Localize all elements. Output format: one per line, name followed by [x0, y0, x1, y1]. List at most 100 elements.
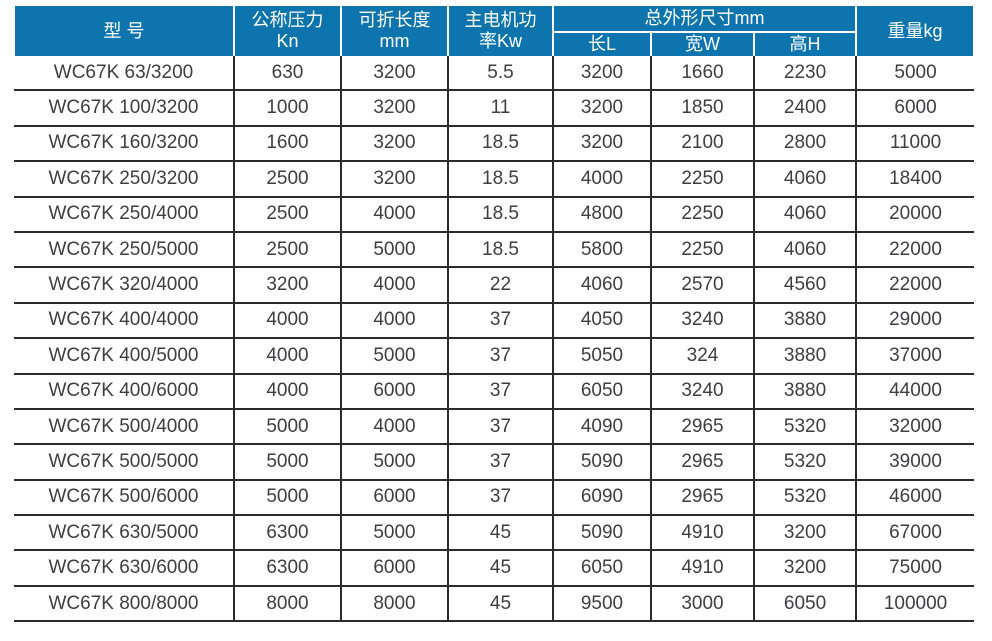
value-cell: 6050: [552, 373, 651, 410]
col-header-dim-width: 宽W: [650, 32, 755, 56]
value-cell: 6000: [855, 90, 975, 127]
value-cell: 5320: [752, 479, 857, 517]
value-cell: 6000: [340, 479, 448, 517]
value-cell: 6300: [233, 515, 341, 552]
value-cell: 37: [447, 338, 553, 375]
value-cell: 2500: [233, 196, 341, 233]
value-cell: 4000: [340, 408, 448, 446]
value-cell: 18400: [855, 161, 975, 198]
value-cell: 5000: [233, 408, 341, 446]
value-cell: 5050: [552, 338, 651, 375]
spec-table: 型 号 公称压力 Kn 可折长度 mm 主电机功 率Kw 总外形尺寸mm 重量k…: [13, 6, 976, 623]
value-cell: 44000: [855, 373, 975, 410]
table-row: WC67K 63/3200 630 3200 5.5 3200 1660 2230 5000: [14, 56, 975, 92]
model-cell: WC67K 250/4000: [14, 196, 234, 233]
value-cell: 2230: [752, 56, 857, 92]
col-header-weight: 重量kg: [855, 6, 976, 56]
value-cell: 5000: [233, 444, 341, 481]
value-cell: 2250: [650, 196, 754, 233]
col-header-dim-length: 长L: [552, 32, 652, 56]
header-row-2: 长L 宽W 高H: [14, 32, 974, 56]
value-cell: 3880: [752, 373, 857, 410]
model-cell: WC67K 400/5000: [14, 338, 234, 375]
value-cell: 3200: [340, 90, 448, 127]
table-row: WC67K 400/5000 4000 5000 37 5050 324 3880 37000: [14, 338, 975, 375]
value-cell: 3200: [552, 90, 651, 127]
value-cell: 29000: [855, 302, 975, 340]
value-cell: 18.5: [447, 196, 553, 233]
spec-sheet: 型 号 公称压力 Kn 可折长度 mm 主电机功 率Kw 总外形尺寸mm 重量k…: [13, 6, 976, 623]
value-cell: 4000: [340, 302, 448, 340]
value-cell: 2800: [752, 125, 857, 163]
value-cell: 4910: [650, 515, 754, 552]
col-header-motor-power-line2: 率Kw: [478, 31, 522, 51]
model-cell: WC67K 630/6000: [14, 550, 234, 587]
col-header-pressure-line2: Kn: [276, 31, 299, 51]
value-cell: 5800: [552, 231, 651, 269]
value-cell: 11000: [855, 125, 975, 163]
col-header-model-label: 型 号: [103, 20, 145, 41]
value-cell: 75000: [855, 550, 975, 587]
value-cell: 3200: [752, 515, 857, 552]
value-cell: 324: [650, 338, 754, 375]
value-cell: 5320: [752, 408, 857, 446]
value-cell: 22: [447, 267, 553, 304]
value-cell: 5.5: [447, 56, 553, 92]
value-cell: 4000: [233, 338, 341, 375]
table-row: WC67K 320/4000 3200 4000 22 4060 2570 4560 2200…: [14, 267, 975, 304]
value-cell: 45: [447, 550, 553, 587]
value-cell: 37: [447, 444, 553, 481]
value-cell: 1660: [650, 56, 754, 92]
model-cell: WC67K 500/5000: [14, 444, 234, 481]
col-header-dim-height: 高H: [752, 32, 858, 56]
value-cell: 1000: [233, 90, 341, 127]
value-cell: 5090: [552, 444, 651, 481]
value-cell: 5000: [855, 56, 975, 92]
table-row: WC67K 800/8000 8000 8000 45 9500 3000 6050 1000…: [14, 585, 975, 623]
col-header-dimensions-group: 总外形尺寸mm: [551, 6, 858, 33]
value-cell: 2400: [752, 90, 857, 127]
value-cell: 5000: [233, 479, 341, 517]
col-header-pressure: 公称压力 Kn: [233, 6, 342, 56]
value-cell: 5090: [552, 515, 651, 552]
value-cell: 4560: [752, 267, 857, 304]
value-cell: 8000: [340, 585, 448, 623]
value-cell: 6000: [340, 373, 448, 410]
value-cell: 2965: [650, 408, 754, 446]
value-cell: 37: [447, 479, 553, 517]
model-cell: WC67K 100/3200: [14, 90, 234, 127]
col-header-fold-length-line1: 可折长度: [358, 10, 431, 30]
value-cell: 39000: [855, 444, 975, 481]
value-cell: 22000: [855, 267, 975, 304]
value-cell: 37: [447, 408, 553, 446]
value-cell: 2570: [650, 267, 754, 304]
model-cell: WC67K 400/4000: [14, 302, 234, 340]
model-cell: WC67K 320/4000: [14, 267, 234, 304]
value-cell: 18.5: [447, 125, 553, 163]
value-cell: 3880: [752, 302, 857, 340]
col-header-pressure-line1: 公称压力: [251, 10, 324, 30]
value-cell: 8000: [233, 585, 341, 623]
col-header-fold-length: 可折长度 mm: [340, 6, 449, 56]
value-cell: 6000: [340, 550, 448, 587]
table-row: WC67K 400/6000 4000 6000 37 6050 3240 3880 4400…: [14, 373, 975, 410]
value-cell: 5000: [340, 338, 448, 375]
value-cell: 4060: [752, 231, 857, 269]
col-header-motor-power-line1: 主电机功: [464, 10, 537, 30]
spec-table-header: 型 号 公称压力 Kn 可折长度 mm 主电机功 率Kw 总外形尺寸mm 重量k…: [13, 6, 976, 56]
value-cell: 2965: [650, 479, 754, 517]
value-cell: 4000: [233, 373, 341, 410]
col-header-model: 型 号: [13, 6, 235, 56]
value-cell: 3880: [752, 338, 857, 375]
value-cell: 100000: [855, 585, 975, 623]
value-cell: 4800: [552, 196, 651, 233]
value-cell: 18.5: [447, 161, 553, 198]
value-cell: 3000: [650, 585, 754, 623]
value-cell: 37: [447, 373, 553, 410]
table-row: WC67K 250/4000 2500 4000 18.5 4800 2250 4060 20…: [14, 196, 975, 233]
value-cell: 4000: [340, 196, 448, 233]
table-row: WC67K 500/4000 5000 4000 37 4090 2965 5320 3200…: [14, 408, 975, 446]
value-cell: 18.5: [447, 231, 553, 269]
value-cell: 6090: [552, 479, 651, 517]
value-cell: 4060: [552, 267, 651, 304]
